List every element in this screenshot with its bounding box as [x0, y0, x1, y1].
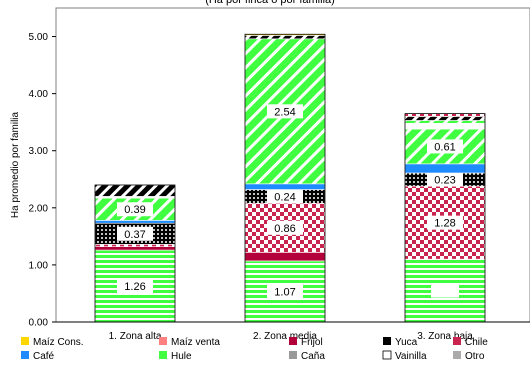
legend-label: Yuca	[395, 337, 418, 348]
bar-segment	[404, 163, 486, 174]
legend-swatch	[453, 351, 461, 359]
data-label: 0.61	[434, 141, 455, 153]
y-tick-label: 3.00	[29, 146, 49, 157]
data-label-bg	[427, 215, 463, 230]
data-label-bg	[267, 104, 303, 119]
y-tick-label: 5.00	[29, 32, 49, 43]
data-label: 0.86	[274, 223, 295, 235]
data-label-bg	[267, 284, 303, 299]
legend-label: Frijol	[301, 337, 323, 348]
legend-swatch	[159, 351, 167, 359]
legend-label: Otro	[465, 351, 485, 362]
data-label-bg	[427, 139, 463, 154]
data-label: 0.23	[434, 175, 455, 187]
legend: Maíz Cons. Maíz venta Frijol Yuca Chile Café H…	[21, 337, 488, 362]
legend-label: Maíz Cons.	[33, 337, 84, 348]
bar-segment	[404, 123, 486, 130]
legend-swatch	[159, 337, 167, 345]
data-label-bg	[117, 226, 153, 241]
data-label: 1.28	[434, 218, 455, 230]
x-tick-label: 1. Zona alta	[109, 331, 162, 342]
y-tick-label: 1.00	[29, 260, 49, 271]
plot-area: (Ha por finca o por familia) 0.00 1.00 2.00…	[10, 0, 530, 342]
bar-segment	[244, 252, 326, 262]
stack-2: 1.07 0.86 0.24 2.54	[244, 33, 326, 323]
data-label-bg	[267, 220, 303, 235]
chart-title: (Ha por finca o por familia)	[205, 0, 335, 6]
data-label-bg	[117, 202, 153, 217]
data-label: 1.07	[274, 286, 295, 298]
y-tick-label: 2.00	[29, 203, 49, 214]
data-label-bg	[431, 283, 459, 298]
x-tick-label: 3. Zona baja	[417, 331, 473, 342]
legend-swatch	[21, 351, 29, 359]
legend-swatch	[453, 337, 461, 345]
legend-swatch	[289, 337, 297, 345]
legend-label: Maíz venta	[171, 337, 220, 348]
y-tick-label: 4.00	[29, 89, 49, 100]
data-label-bg	[267, 189, 303, 204]
stack-1: 1.26 0.37 0.39	[94, 184, 176, 323]
bar-segment	[244, 35, 326, 40]
bar-segment	[94, 244, 176, 247]
bar-segment	[404, 120, 486, 124]
data-label-bg	[427, 172, 463, 187]
y-tick-label: 0.00	[29, 318, 49, 329]
legend-label: Café	[33, 351, 55, 362]
legend-label: Chile	[465, 337, 488, 348]
bar-segment	[94, 246, 176, 251]
data-label: 0.24	[274, 191, 295, 203]
data-label: 1.26	[124, 281, 145, 293]
data-label: 2.54	[274, 106, 295, 118]
legend-label: Vainilla	[395, 351, 427, 362]
data-label: 0.39	[124, 204, 145, 216]
x-tick-label: 2. Zona media	[253, 331, 317, 342]
stack-3: 1.28 0.23 0.61	[404, 113, 486, 323]
legend-swatch	[21, 337, 29, 345]
bar-segment	[94, 220, 176, 224]
y-axis-label: Ha promedio por familia	[10, 111, 21, 218]
data-label: 0.37	[124, 229, 145, 241]
legend-swatch	[382, 350, 392, 360]
legend-swatch	[289, 351, 297, 359]
bar-segment	[404, 116, 486, 121]
legend-label: Caña	[301, 351, 325, 362]
bar-segment	[94, 184, 176, 197]
bar-segment	[404, 113, 486, 117]
bar-segment	[244, 183, 326, 190]
data-label-bg	[117, 279, 153, 294]
legend-swatch	[383, 337, 391, 345]
legend-label: Hule	[171, 351, 192, 362]
